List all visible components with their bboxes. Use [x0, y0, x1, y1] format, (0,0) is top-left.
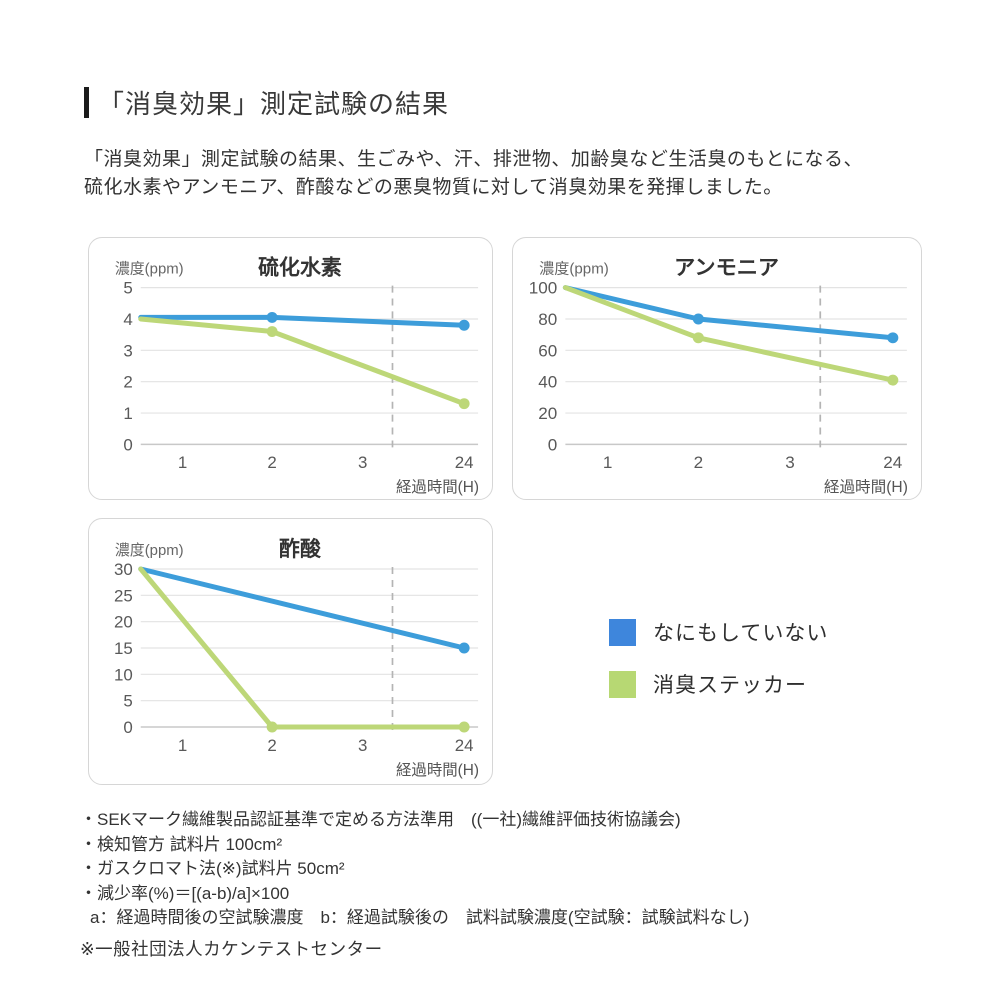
intro-line: 硫化水素やアンモニア、酢酸などの悪臭物質に対して消臭効果を発揮しました。	[84, 177, 783, 198]
data-point	[692, 313, 704, 325]
chart-title: アンモニア	[674, 257, 779, 280]
y-tick-label: 10	[114, 665, 133, 684]
y-tick-label: 40	[538, 373, 557, 392]
chart-title: 酢酸	[279, 537, 322, 561]
x-tick-label: 1	[603, 453, 613, 472]
legend-label: 消臭ステッカー	[653, 674, 807, 697]
y-tick-label: 4	[123, 310, 132, 329]
y-tick-label: 1	[123, 404, 132, 423]
chart-legend: なにもしていない 消臭ステッカー	[609, 617, 828, 721]
footnote-line: ・検知管方 試料片 100cm²	[80, 834, 283, 854]
series-line	[138, 566, 467, 651]
chart-title: 硫化水素	[258, 256, 342, 280]
footnote-line: ・減少率(%)＝[(a-b)/a]×100	[80, 883, 290, 903]
x-tick-label: 1	[178, 453, 187, 472]
y-tick-label: 5	[123, 279, 132, 298]
series-line	[562, 285, 896, 341]
x-tick-label: 2	[267, 453, 276, 472]
x-tick-label: 3	[785, 453, 795, 472]
legend-label: なにもしていない	[653, 622, 829, 645]
x-tick-label: 2	[267, 736, 276, 755]
source-note: ※一般社団法人カケンテストセンター	[80, 939, 383, 959]
x-tick-label: 3	[358, 736, 367, 755]
y-tick-label: 80	[538, 310, 557, 329]
x-tick-label: 1	[178, 736, 187, 755]
y-tick-label: 100	[529, 279, 558, 298]
y-axis-label: 濃度(ppm)	[539, 261, 609, 278]
chart-panel-ammonia: 0 20 40 60 80 100 1 2 3 24 濃度(ppm) アンモニア経過時間(H)	[512, 237, 922, 500]
legend-swatch-green	[609, 670, 636, 698]
y-tick-label: 60	[538, 341, 557, 360]
legend-swatch-blue	[609, 618, 636, 646]
x-axis-label: 経過時間(H)	[396, 478, 479, 496]
chart-panel-acetic-acid: 0 5 10 15 20 25 30 1 2 3 24 濃度(ppm) 酢酸経過時間(H)	[88, 518, 493, 785]
series-line	[138, 316, 467, 407]
footnote-line: ・SEKマーク繊維製品認証基準で定める方法準用 ((一社)繊維評価技術協議会)	[80, 810, 681, 829]
data-point	[458, 319, 470, 331]
page-title: 「消臭効果」測定試験の結果	[98, 89, 450, 119]
footnote-line: ・ガスクロマト法(※)試料片 50cm²	[80, 859, 345, 879]
intro-paragraph: 「消臭効果」測定試験の結果、生ごみや、汗、排泄物、加齢臭など生活臭のもとになる、…	[84, 146, 863, 202]
y-tick-label: 25	[114, 586, 133, 605]
legend-item-deodorant-sticker: 消臭ステッカー	[609, 669, 828, 699]
y-tick-label: 20	[114, 613, 133, 632]
data-point	[458, 642, 470, 654]
y-tick-label: 0	[548, 435, 558, 454]
x-axis-label: 経過時間(H)	[824, 478, 908, 496]
title-accent-bar	[84, 87, 89, 118]
y-tick-label: 20	[538, 404, 557, 423]
y-tick-label: 0	[123, 718, 132, 737]
x-tick-label: 24	[455, 453, 474, 472]
data-point	[458, 398, 470, 410]
y-tick-label: 15	[114, 639, 133, 658]
y-tick-label: 30	[114, 560, 133, 579]
intro-line: 「消臭効果」測定試験の結果、生ごみや、汗、排泄物、加齢臭など生活臭のもとになる、	[84, 149, 864, 170]
y-tick-label: 0	[123, 435, 132, 454]
page-header: 「消臭効果」測定試験の結果	[84, 84, 449, 121]
data-point	[887, 374, 899, 386]
data-point	[458, 721, 470, 733]
x-tick-label: 24	[455, 736, 474, 755]
y-tick-label: 2	[123, 373, 132, 392]
footnote-line: a：経過時間後の空試験濃度 b：経過試験後の 試料試験濃度(空試験：試験試料なし…	[90, 908, 750, 928]
x-tick-label: 3	[358, 453, 367, 472]
x-tick-label: 24	[883, 453, 902, 472]
legend-item-untreated: なにもしていない	[609, 617, 828, 647]
y-tick-label: 5	[123, 692, 132, 711]
data-point	[266, 721, 278, 733]
data-point	[692, 332, 704, 344]
chart-panel-hydrogen-sulfide: 0 1 2 3 4 5 1 2 3 24 濃度(ppm) 硫化水素経過時間(H)	[88, 237, 493, 500]
data-point	[266, 311, 278, 323]
y-axis-label: 濃度(ppm)	[115, 261, 184, 278]
x-tick-label: 2	[694, 453, 704, 472]
y-axis-label: 濃度(ppm)	[115, 542, 184, 559]
y-tick-label: 3	[123, 341, 132, 360]
x-axis-label: 経過時間(H)	[396, 761, 479, 779]
footnotes: ・SEKマーク繊維製品認証基準で定める方法準用 ((一社)繊維評価技術協議会) …	[80, 808, 749, 931]
data-point	[887, 332, 899, 344]
data-point	[266, 326, 278, 337]
